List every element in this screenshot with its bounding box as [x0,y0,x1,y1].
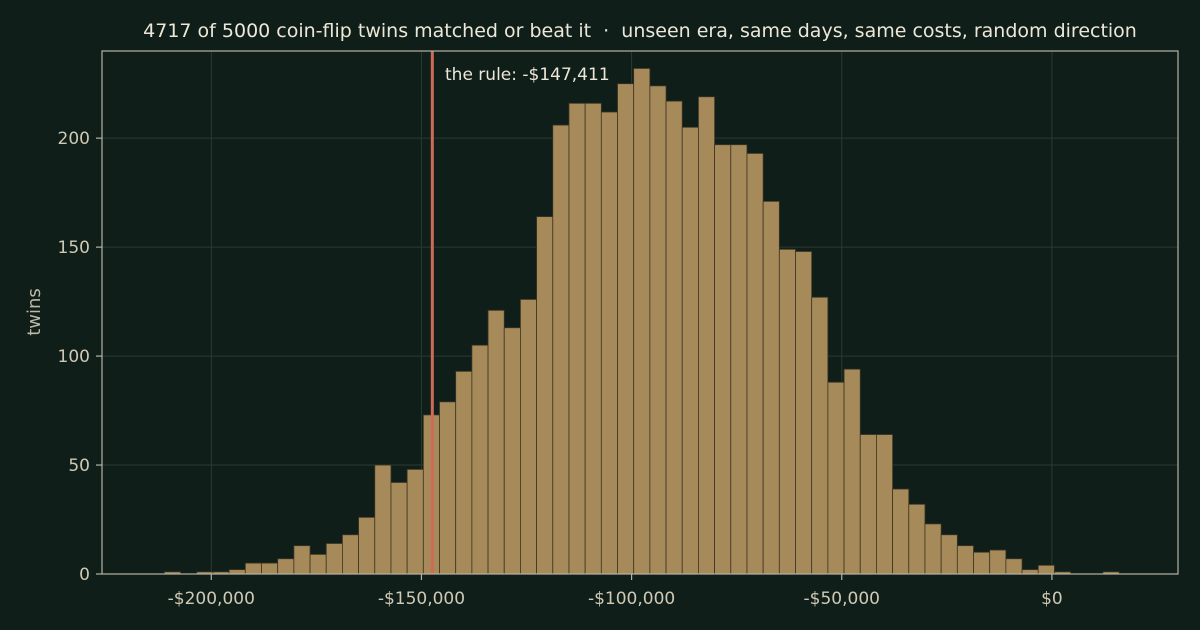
histogram-bar [568,102,586,575]
histogram-bar [989,549,1007,575]
histogram-bar [811,296,829,575]
histogram-bar [973,551,991,575]
histogram-bar [827,381,845,575]
histogram-bar [746,153,764,575]
histogram-bar [876,434,894,575]
histogram-bar [649,85,667,575]
y-tick-label: 150 [58,238,90,258]
histogram-bar [762,200,780,575]
histogram-bar [924,523,942,575]
histogram-bar [439,401,457,575]
y-axis-label: twins [24,288,45,336]
histogram-bar [503,327,521,575]
histogram-bar [1037,564,1055,575]
histogram-bar [665,100,683,575]
histogram-bar [309,553,327,575]
y-tick-label: 200 [58,129,90,149]
histogram-bar [455,370,473,575]
histogram-bar [778,248,796,575]
histogram-bars [164,68,1120,575]
histogram-bar [520,299,538,575]
histogram-bar [730,144,748,575]
histogram-bar [600,111,618,575]
axis-ticks: -$200,000 -$150,000 -$100,000 -$50,000 $0 0 50… [58,129,1063,609]
histogram-bar [552,124,570,575]
histogram-bar [244,562,262,575]
histogram-bar [843,368,861,575]
histogram-bar [908,503,926,575]
histogram-bar [956,545,974,575]
histogram-bar [228,569,246,575]
x-tick-label: -$100,000 [588,589,675,609]
histogram-bar [714,144,732,575]
x-tick-label: -$50,000 [804,589,880,609]
plot-frame [101,50,1179,575]
histogram-bar [471,344,489,575]
histogram-bar [859,434,877,575]
y-tick-label: 0 [79,565,90,585]
histogram-bar [617,83,635,575]
histogram-bar [487,309,505,575]
histogram-bar [584,102,602,575]
x-tick-label: -$200,000 [168,589,255,609]
histogram-bar [277,558,295,575]
histogram-bar [795,251,813,575]
histogram-bar [1021,569,1039,575]
histogram-bar [358,516,376,575]
histogram-bar [261,562,279,575]
histogram-bar [681,126,699,575]
x-tick-label: $0 [1041,589,1063,609]
histogram-bar [342,534,360,575]
histogram-bar [892,488,910,575]
y-tick-label: 100 [58,347,90,367]
histogram-bar [536,216,554,575]
histogram-bar [940,534,958,575]
reference-line-label: the rule: -$147,411 [445,65,610,85]
histogram-bar [698,96,716,575]
x-tick-label: -$150,000 [378,589,465,609]
histogram-bar [633,68,651,575]
histogram-bar [374,464,392,575]
histogram-bar [390,482,408,575]
histogram-bar [293,545,311,575]
y-tick-label: 50 [68,456,90,476]
chart-title: 4717 of 5000 coin-flip twins matched or … [143,20,1137,42]
histogram-bar [406,468,424,575]
histogram-bar [325,543,343,575]
histogram-bar [1005,558,1023,575]
